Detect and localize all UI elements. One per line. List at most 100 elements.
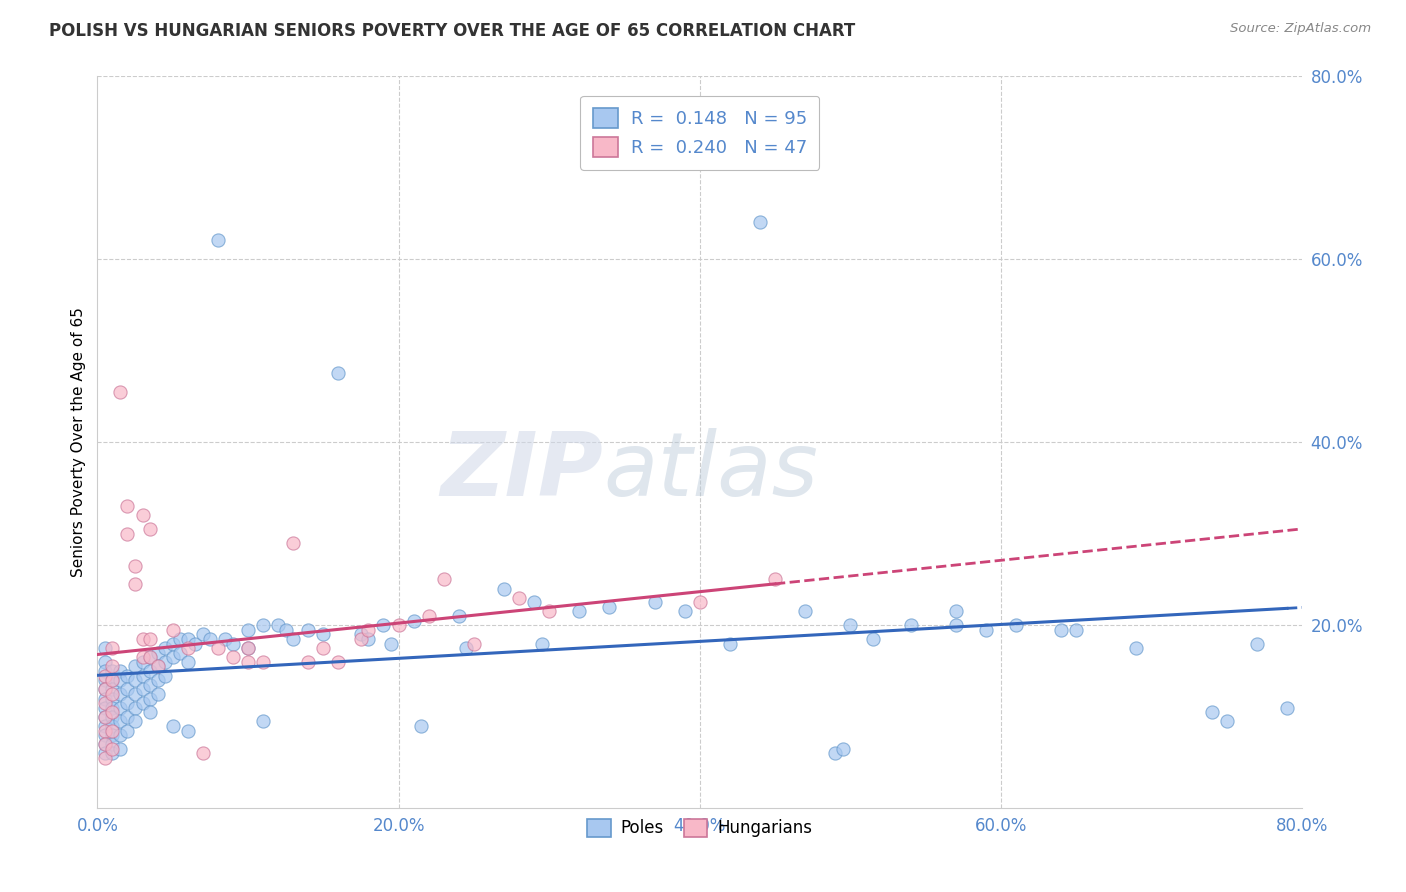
Point bbox=[153, 668, 176, 682]
Point bbox=[456, 641, 478, 656]
Point bbox=[101, 723, 124, 738]
Point bbox=[418, 609, 440, 624]
Point bbox=[1246, 636, 1268, 650]
Text: atlas: atlas bbox=[603, 428, 818, 515]
Point bbox=[402, 614, 425, 628]
Point bbox=[94, 691, 117, 706]
Point bbox=[839, 618, 862, 632]
Point bbox=[94, 664, 117, 678]
Point bbox=[101, 673, 124, 688]
Point bbox=[350, 627, 373, 641]
Point bbox=[94, 682, 117, 697]
Point bbox=[162, 623, 184, 637]
Point bbox=[207, 641, 229, 656]
Point bbox=[124, 673, 146, 688]
Point bbox=[598, 599, 620, 614]
Point bbox=[162, 636, 184, 650]
Point bbox=[124, 558, 146, 573]
Point bbox=[94, 668, 117, 682]
Point bbox=[124, 659, 146, 673]
Point bbox=[101, 682, 124, 697]
Point bbox=[357, 623, 380, 637]
Point bbox=[139, 691, 162, 706]
Point bbox=[312, 641, 335, 656]
Point bbox=[131, 682, 153, 697]
Point bbox=[281, 632, 304, 646]
Point bbox=[718, 636, 741, 650]
Point bbox=[117, 723, 139, 738]
Point bbox=[900, 618, 922, 632]
Point bbox=[312, 627, 335, 641]
Point bbox=[131, 696, 153, 710]
Point bbox=[108, 714, 131, 729]
Point bbox=[94, 710, 117, 724]
Point bbox=[101, 737, 124, 751]
Point bbox=[177, 641, 200, 656]
Point bbox=[177, 655, 200, 669]
Point bbox=[1064, 623, 1087, 637]
Point bbox=[131, 668, 153, 682]
Point bbox=[108, 673, 131, 688]
Point bbox=[447, 609, 470, 624]
Point bbox=[373, 618, 395, 632]
Point bbox=[108, 384, 131, 399]
Point bbox=[492, 582, 515, 596]
Point bbox=[101, 687, 124, 701]
Point bbox=[568, 605, 591, 619]
Point bbox=[538, 605, 561, 619]
Text: POLISH VS HUNGARIAN SENIORS POVERTY OVER THE AGE OF 65 CORRELATION CHART: POLISH VS HUNGARIAN SENIORS POVERTY OVER… bbox=[49, 22, 855, 40]
Point bbox=[411, 719, 433, 733]
Point bbox=[124, 577, 146, 591]
Point bbox=[328, 655, 350, 669]
Point bbox=[101, 728, 124, 742]
Point bbox=[94, 710, 117, 724]
Point bbox=[94, 737, 117, 751]
Point bbox=[236, 641, 259, 656]
Point bbox=[644, 595, 666, 609]
Point bbox=[236, 655, 259, 669]
Point bbox=[101, 659, 124, 673]
Point bbox=[824, 747, 846, 761]
Point bbox=[274, 623, 297, 637]
Point bbox=[101, 700, 124, 714]
Point bbox=[101, 673, 124, 688]
Point bbox=[131, 632, 153, 646]
Point bbox=[94, 737, 117, 751]
Point bbox=[94, 700, 117, 714]
Point bbox=[236, 641, 259, 656]
Point bbox=[108, 664, 131, 678]
Point bbox=[748, 215, 770, 229]
Point bbox=[357, 632, 380, 646]
Point bbox=[94, 641, 117, 656]
Point bbox=[1201, 705, 1223, 719]
Point bbox=[117, 682, 139, 697]
Point bbox=[139, 650, 162, 665]
Point bbox=[297, 655, 319, 669]
Point bbox=[101, 641, 124, 656]
Point bbox=[94, 751, 117, 765]
Point bbox=[177, 632, 200, 646]
Point bbox=[222, 650, 245, 665]
Point bbox=[267, 618, 290, 632]
Point bbox=[1216, 714, 1239, 729]
Point bbox=[146, 673, 169, 688]
Point bbox=[101, 747, 124, 761]
Point bbox=[252, 618, 274, 632]
Point bbox=[162, 719, 184, 733]
Point bbox=[139, 705, 162, 719]
Legend: Poles, Hungarians: Poles, Hungarians bbox=[581, 812, 818, 844]
Point bbox=[131, 650, 153, 665]
Point bbox=[862, 632, 884, 646]
Point bbox=[117, 499, 139, 513]
Point bbox=[191, 627, 214, 641]
Point bbox=[169, 646, 191, 660]
Point bbox=[214, 632, 236, 646]
Point bbox=[94, 719, 117, 733]
Point bbox=[252, 714, 274, 729]
Point bbox=[124, 687, 146, 701]
Point bbox=[380, 636, 402, 650]
Text: Source: ZipAtlas.com: Source: ZipAtlas.com bbox=[1230, 22, 1371, 36]
Point bbox=[433, 573, 456, 587]
Point bbox=[139, 664, 162, 678]
Point bbox=[387, 618, 409, 632]
